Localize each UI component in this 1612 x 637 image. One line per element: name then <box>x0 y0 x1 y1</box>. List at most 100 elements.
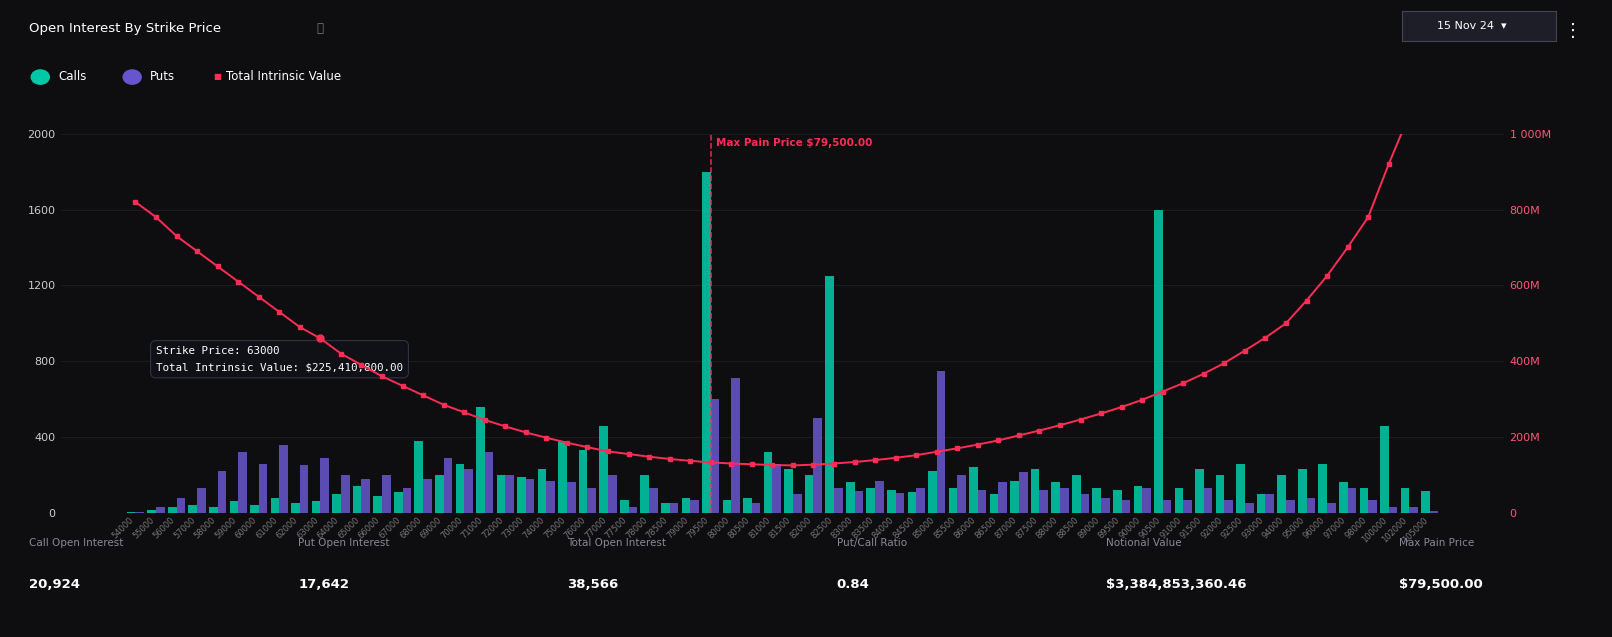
Bar <box>422 478 432 513</box>
Bar <box>751 503 761 513</box>
Text: Strike Price: 63000
Total Intrinsic Value: $225,410,800.00: Strike Price: 63000 Total Intrinsic Valu… <box>156 346 403 373</box>
Text: Calls: Calls <box>58 70 87 83</box>
Bar <box>476 406 485 513</box>
Bar <box>414 441 422 513</box>
Bar <box>722 499 732 513</box>
Bar <box>929 471 937 513</box>
Bar <box>1019 472 1027 513</box>
Text: Total Open Interest: Total Open Interest <box>567 538 666 548</box>
Circle shape <box>123 70 142 84</box>
Text: Puts: Puts <box>150 70 176 83</box>
Bar <box>937 371 945 513</box>
Bar <box>250 505 260 513</box>
Bar <box>1175 488 1183 513</box>
Bar <box>1409 507 1419 513</box>
Bar <box>1286 501 1294 513</box>
Bar <box>156 507 164 513</box>
Bar <box>1040 490 1048 513</box>
Bar <box>825 276 833 513</box>
Bar <box>464 469 472 513</box>
Text: 20,924: 20,924 <box>29 578 81 591</box>
Bar <box>1204 488 1212 513</box>
Bar <box>1133 486 1143 513</box>
Bar <box>958 475 966 513</box>
Bar <box>456 464 464 513</box>
Bar <box>1236 464 1244 513</box>
Bar <box>260 464 268 513</box>
Bar <box>690 501 700 513</box>
Bar <box>650 488 658 513</box>
Bar <box>1306 497 1315 513</box>
Bar <box>393 492 403 513</box>
Bar <box>608 475 617 513</box>
Bar <box>239 452 247 513</box>
Text: Total Intrinsic Value: Total Intrinsic Value <box>226 70 340 83</box>
Bar <box>189 505 197 513</box>
Bar <box>1265 494 1273 513</box>
Bar <box>711 399 719 513</box>
Bar <box>1388 507 1398 513</box>
Text: Max Pain Price: Max Pain Price <box>1399 538 1475 548</box>
Bar <box>990 494 998 513</box>
Bar <box>485 452 493 513</box>
Bar <box>793 494 801 513</box>
Bar <box>526 478 535 513</box>
Text: ⋮: ⋮ <box>1564 22 1583 40</box>
Text: 0.84: 0.84 <box>837 578 869 591</box>
Bar <box>168 507 177 513</box>
Text: ■: ■ <box>213 72 221 81</box>
Bar <box>353 486 361 513</box>
Bar <box>629 507 637 513</box>
Bar <box>1369 501 1377 513</box>
Bar <box>292 503 300 513</box>
Bar <box>210 507 218 513</box>
Bar <box>1348 488 1356 513</box>
Bar <box>1298 469 1306 513</box>
Bar <box>1061 488 1069 513</box>
Bar <box>732 378 740 513</box>
Bar <box>1011 480 1019 513</box>
Bar <box>579 450 587 513</box>
Text: Put/Call Ratio: Put/Call Ratio <box>837 538 908 548</box>
Bar <box>517 476 526 513</box>
Bar <box>1183 501 1191 513</box>
Bar <box>948 488 958 513</box>
Bar <box>1080 494 1090 513</box>
Bar <box>846 482 854 513</box>
Bar <box>300 466 308 513</box>
Bar <box>197 488 206 513</box>
Bar <box>661 503 669 513</box>
Bar <box>271 497 279 513</box>
Bar <box>764 452 772 513</box>
Bar <box>546 480 555 513</box>
Text: Open Interest By Strike Price: Open Interest By Strike Price <box>29 22 221 35</box>
Text: $79,500.00: $79,500.00 <box>1399 578 1483 591</box>
Bar <box>866 488 875 513</box>
Bar <box>587 488 596 513</box>
Bar <box>969 468 978 513</box>
Bar <box>403 488 411 513</box>
Bar <box>1277 475 1286 513</box>
Text: 15 Nov 24  ▾: 15 Nov 24 ▾ <box>1436 21 1506 31</box>
Bar <box>1143 488 1151 513</box>
Bar <box>669 503 679 513</box>
Bar <box>887 490 896 513</box>
Text: Notional Value: Notional Value <box>1106 538 1182 548</box>
Bar <box>496 475 505 513</box>
Bar <box>218 471 226 513</box>
Bar <box>1359 488 1369 513</box>
Bar <box>1430 511 1438 513</box>
Text: 17,642: 17,642 <box>298 578 350 591</box>
Bar <box>340 475 350 513</box>
Bar <box>1093 488 1101 513</box>
Bar <box>682 497 690 513</box>
Bar <box>896 493 904 513</box>
Bar <box>229 501 239 513</box>
Bar <box>1122 501 1130 513</box>
Bar <box>1422 491 1430 513</box>
Bar <box>833 488 843 513</box>
Bar <box>505 475 514 513</box>
Bar <box>1215 475 1225 513</box>
Bar <box>558 441 567 513</box>
Bar <box>1154 210 1162 513</box>
